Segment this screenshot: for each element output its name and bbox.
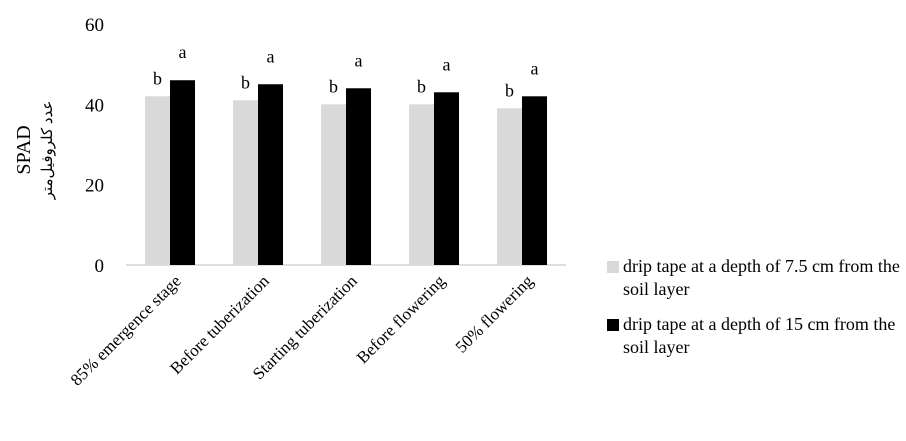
significance-label-series-2-cat-4: a (531, 58, 539, 78)
y-tick-label-0: 0 (95, 256, 105, 277)
bar-series-2-cat-1[interactable] (258, 84, 283, 265)
bar-series-2-cat-2[interactable] (346, 88, 371, 266)
y-axis-label-secondary: عدد کلروفیل‌متر (40, 101, 56, 201)
bar-series-1-cat-4[interactable] (497, 108, 522, 265)
significance-label-series-2-cat-0: a (179, 42, 187, 62)
legend: drip tape at a depth of 7.5 cm from the … (607, 255, 906, 371)
legend-label-series-1: drip tape at a depth of 7.5 cm from the … (623, 256, 900, 299)
significance-label-series-1-cat-0: b (153, 68, 162, 88)
y-axis-label: SPAD (13, 125, 35, 174)
legend-swatch-series-1 (607, 261, 619, 273)
legend-item-series-1[interactable]: drip tape at a depth of 7.5 cm from the … (607, 255, 906, 301)
significance-label-series-1-cat-3: b (417, 76, 426, 96)
y-tick-label-3: 60 (85, 15, 104, 36)
y-tick-label-1: 20 (85, 176, 104, 197)
bar-series-2-cat-4[interactable] (522, 96, 547, 265)
bar-series-1-cat-2[interactable] (321, 104, 346, 265)
bar-series-2-cat-0[interactable] (170, 80, 195, 265)
bar-series-2-cat-3[interactable] (434, 92, 459, 266)
bar-series-1-cat-3[interactable] (409, 104, 434, 265)
significance-label-series-1-cat-2: b (329, 76, 338, 96)
legend-label-series-2: drip tape at a depth of 15 cm from the s… (623, 314, 896, 357)
x-tick-label-3: Before flowering (353, 271, 449, 367)
bars (145, 80, 547, 266)
y-tick-label-2: 40 (85, 95, 104, 116)
y-axis-ticks: 0 20 40 60 (85, 15, 104, 277)
bar-series-1-cat-1[interactable] (233, 100, 258, 265)
significance-label-series-2-cat-2: a (355, 50, 363, 70)
y-axis-title: SPAD عدد کلروفیل‌متر (13, 101, 56, 201)
x-tick-label-0: 85% emergence stage (67, 271, 185, 389)
legend-item-series-2[interactable]: drip tape at a depth of 15 cm from the s… (607, 313, 906, 359)
significance-label-series-2-cat-1: a (267, 46, 275, 66)
bar-series-1-cat-0[interactable] (145, 96, 170, 265)
significance-label-series-2-cat-3: a (443, 54, 451, 74)
significance-label-series-1-cat-1: b (241, 72, 250, 92)
legend-swatch-series-2 (607, 319, 619, 331)
x-tick-label-4: 50% flowering (452, 271, 538, 357)
significance-label-series-1-cat-4: b (505, 80, 514, 100)
